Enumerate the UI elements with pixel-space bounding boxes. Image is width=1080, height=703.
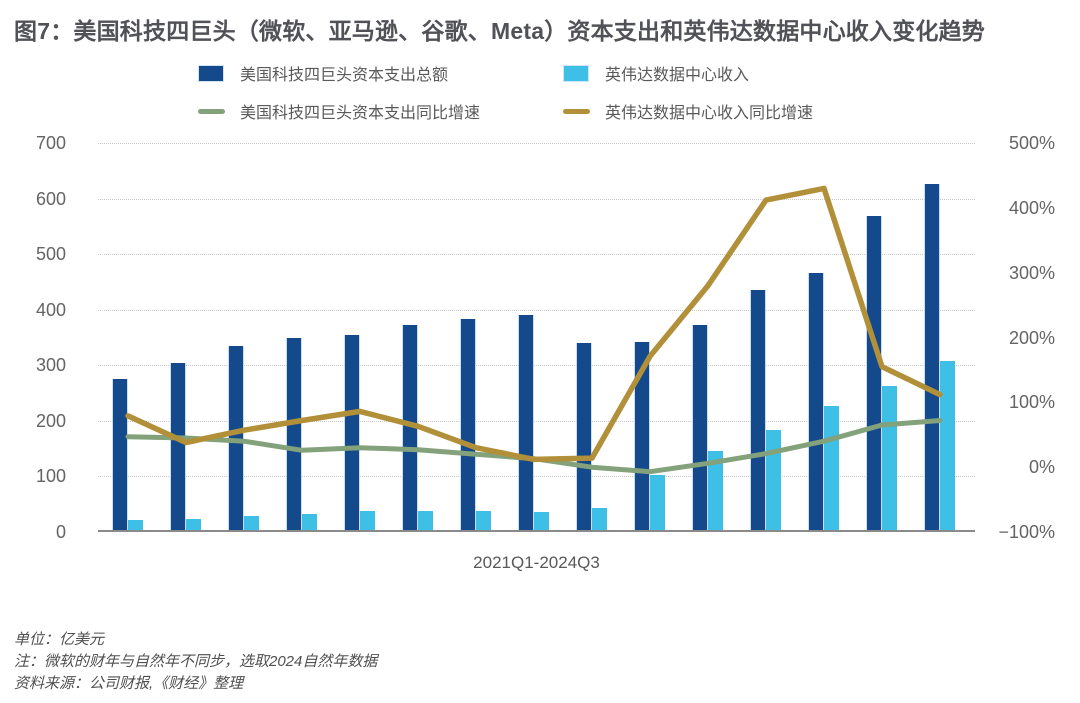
- nvidia-growth-line: [125, 185, 943, 463]
- capex-bar: [345, 335, 359, 532]
- gridline: [98, 476, 975, 478]
- capex-bar: [577, 343, 591, 532]
- footnote-note: 注：微软的财年与自然年不同步，选取2024自然年数据: [14, 653, 378, 670]
- legend-label: 美国科技四巨头资本支出同比增速: [240, 105, 481, 122]
- nvidia-revenue-bar: [244, 515, 259, 532]
- nvidia-revenue-bar: [302, 514, 317, 532]
- legend-item-nvidia-revenue: 英伟达数据中心收入: [563, 63, 750, 84]
- gridline: [98, 143, 975, 144]
- nvidia-revenue-bar: [534, 512, 549, 532]
- capex-bar: [113, 379, 127, 532]
- gridline: [98, 420, 975, 422]
- capex-bar: [751, 289, 765, 532]
- left-tick-label: 100: [35, 466, 66, 487]
- nvidia-revenue-bar: [476, 510, 491, 532]
- nvidia-revenue-bar: [708, 451, 723, 532]
- nvidia-bar-swatch: [563, 64, 589, 82]
- left-tick-label: 600: [35, 188, 66, 209]
- legend-label: 美国科技四巨头资本支出总额: [240, 67, 449, 84]
- capex-bar: [287, 337, 301, 532]
- left-tick-label: 400: [35, 299, 66, 320]
- legend-label: 英伟达数据中心收入: [605, 67, 750, 84]
- left-tick-label: 200: [35, 410, 66, 431]
- right-tick-label: 500%: [1008, 133, 1055, 153]
- capex-bar: [867, 216, 881, 532]
- capex-bar: [519, 314, 533, 532]
- capex-bar: [809, 273, 823, 532]
- nvidia-revenue-bar: [650, 474, 665, 532]
- nvidia-revenue-bar: [128, 520, 143, 532]
- gridline: [98, 254, 975, 256]
- left-tick-label: 300: [35, 355, 66, 376]
- gridline: [98, 198, 975, 200]
- footnotes: 单位：亿美元 注：微软的财年与自然年不同步，选取2024自然年数据 资料来源：公…: [14, 629, 377, 695]
- left-tick-label: 700: [35, 133, 66, 153]
- gridline: [98, 365, 975, 367]
- capex-bar: [403, 324, 417, 532]
- figure-title: 图7：美国科技四巨头（微软、亚马逊、谷歌、Meta）资本支出和英伟达数据中心收入…: [14, 18, 985, 44]
- right-tick-label: 100%: [1008, 392, 1055, 413]
- legend-label: 英伟达数据中心收入同比增速: [605, 105, 814, 122]
- nvidia-revenue-bar: [360, 511, 375, 532]
- capex-bar: [171, 362, 185, 532]
- right-tick-label: 400%: [1008, 197, 1055, 218]
- right-tick-label: 200%: [1008, 327, 1055, 348]
- capex-bar: [461, 319, 475, 532]
- gridline: [98, 309, 975, 311]
- capex-bar: [635, 341, 649, 532]
- footnote-source: 资料来源：公司财报,《财经》整理: [14, 675, 244, 692]
- legend-item-capex-total: 美国科技四巨头资本支出总额: [198, 63, 449, 84]
- right-tick-label: −100%: [998, 522, 1055, 542]
- left-tick-label: 0: [55, 522, 66, 542]
- nvidia-revenue-bar: [418, 510, 433, 532]
- nvidia-revenue-bar: [592, 508, 607, 532]
- capex-growth-line-swatch: [198, 108, 225, 114]
- capex-bar-swatch: [198, 64, 224, 82]
- legend-item-nvidia-growth: 英伟达数据中心收入同比增速: [563, 101, 814, 122]
- nvidia-revenue-bar: [186, 519, 201, 532]
- left-tick-label: 500: [35, 244, 66, 265]
- nvidia-growth-line-swatch: [563, 108, 590, 114]
- right-tick-label: 0%: [1028, 457, 1055, 478]
- nvidia-revenue-bar: [940, 360, 955, 532]
- trend-lines: [125, 185, 943, 475]
- footnote-unit: 单位：亿美元: [14, 631, 105, 648]
- right-tick-label: 300%: [1008, 262, 1055, 283]
- plot-area: [98, 143, 975, 532]
- legend-item-capex-growth: 美国科技四巨头资本支出同比增速: [198, 101, 481, 122]
- x-axis-line: [98, 530, 975, 532]
- x-axis-label: 2021Q1-2024Q3: [473, 553, 600, 572]
- capex-bar: [925, 184, 939, 532]
- capex-bar: [693, 324, 707, 532]
